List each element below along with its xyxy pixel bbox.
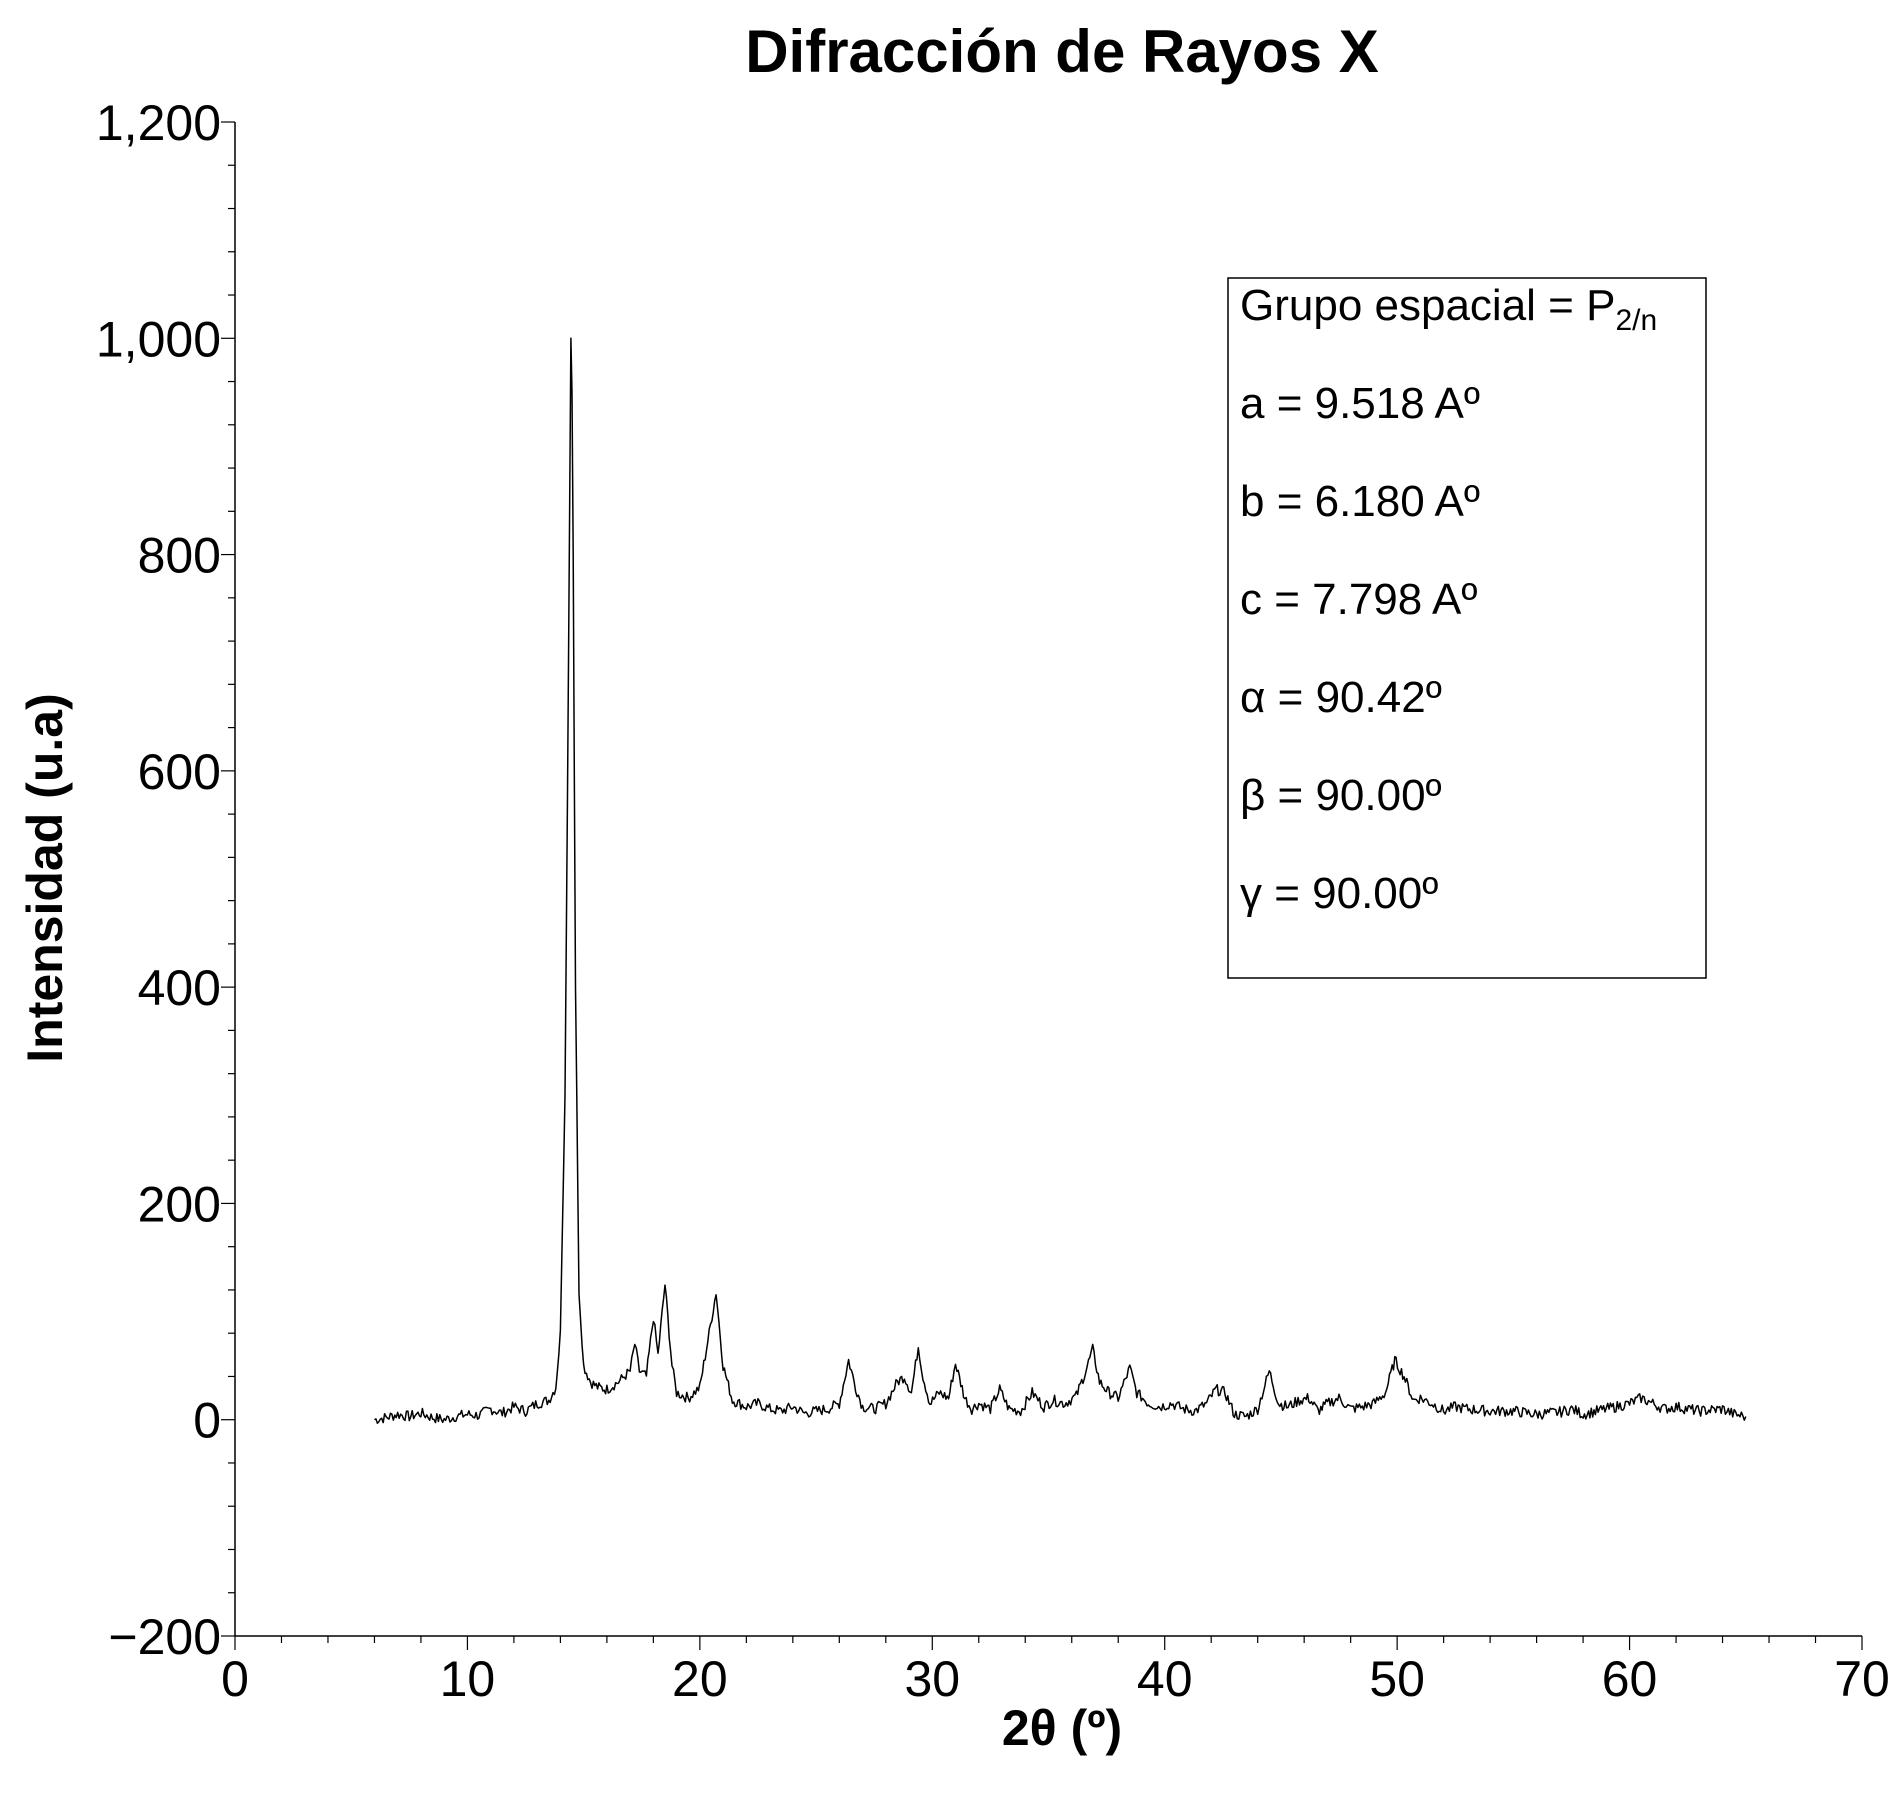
legend-param-beta: β = 90.00º (1240, 771, 1442, 820)
x-tick-label: 50 (1369, 1651, 1425, 1707)
y-tick-label: 1,200 (96, 95, 221, 151)
legend-box: Grupo espacial = P2/n a = 9.518 Aº b = 6… (1227, 277, 1707, 979)
x-tick-label: 40 (1137, 1651, 1193, 1707)
legend-param-gamma: γ = 90.00º (1240, 869, 1438, 918)
x-tick-label: 70 (1834, 1651, 1890, 1707)
y-tick-label: 600 (138, 744, 221, 800)
legend-param-c: c = 7.798 Aº (1240, 575, 1477, 624)
x-tick-label: 10 (440, 1651, 496, 1707)
series-line (374, 337, 1747, 1425)
y-tick-label: 200 (138, 1176, 221, 1232)
x-axis-title: 2θ (º) (1002, 1700, 1122, 1756)
y-tick-label: −200 (108, 1609, 221, 1665)
chart-title: Difracción de Rayos X (745, 18, 1379, 85)
y-tick-label: 800 (138, 528, 221, 584)
x-tick-label: 20 (672, 1651, 728, 1707)
legend-param-b: b = 6.180 Aº (1240, 477, 1480, 526)
y-axis: −200 0 200 400 600 800 1,000 1,200 (96, 95, 236, 1665)
x-tick-label: 0 (221, 1651, 249, 1707)
legend-space-group-prefix: Grupo espacial = P (1240, 281, 1615, 330)
y-tick-label: 400 (138, 960, 221, 1016)
legend-frame (1227, 277, 1707, 979)
legend-param-alpha: α = 90.42º (1240, 673, 1442, 722)
y-axis-title: Intensidad (u.a) (17, 693, 73, 1062)
legend-space-group-subscript: 2/n (1615, 304, 1657, 337)
legend-space-group: Grupo espacial = P2/n (1240, 281, 1657, 337)
legend-param-a: a = 9.518 Aº (1240, 379, 1480, 428)
x-tick-label: 60 (1602, 1651, 1658, 1707)
x-axis: 0 10 20 30 40 50 60 70 (221, 1635, 1890, 1707)
x-tick-label: 30 (904, 1651, 960, 1707)
y-tick-label: 1,000 (96, 311, 221, 367)
y-tick-label: 0 (193, 1393, 221, 1449)
